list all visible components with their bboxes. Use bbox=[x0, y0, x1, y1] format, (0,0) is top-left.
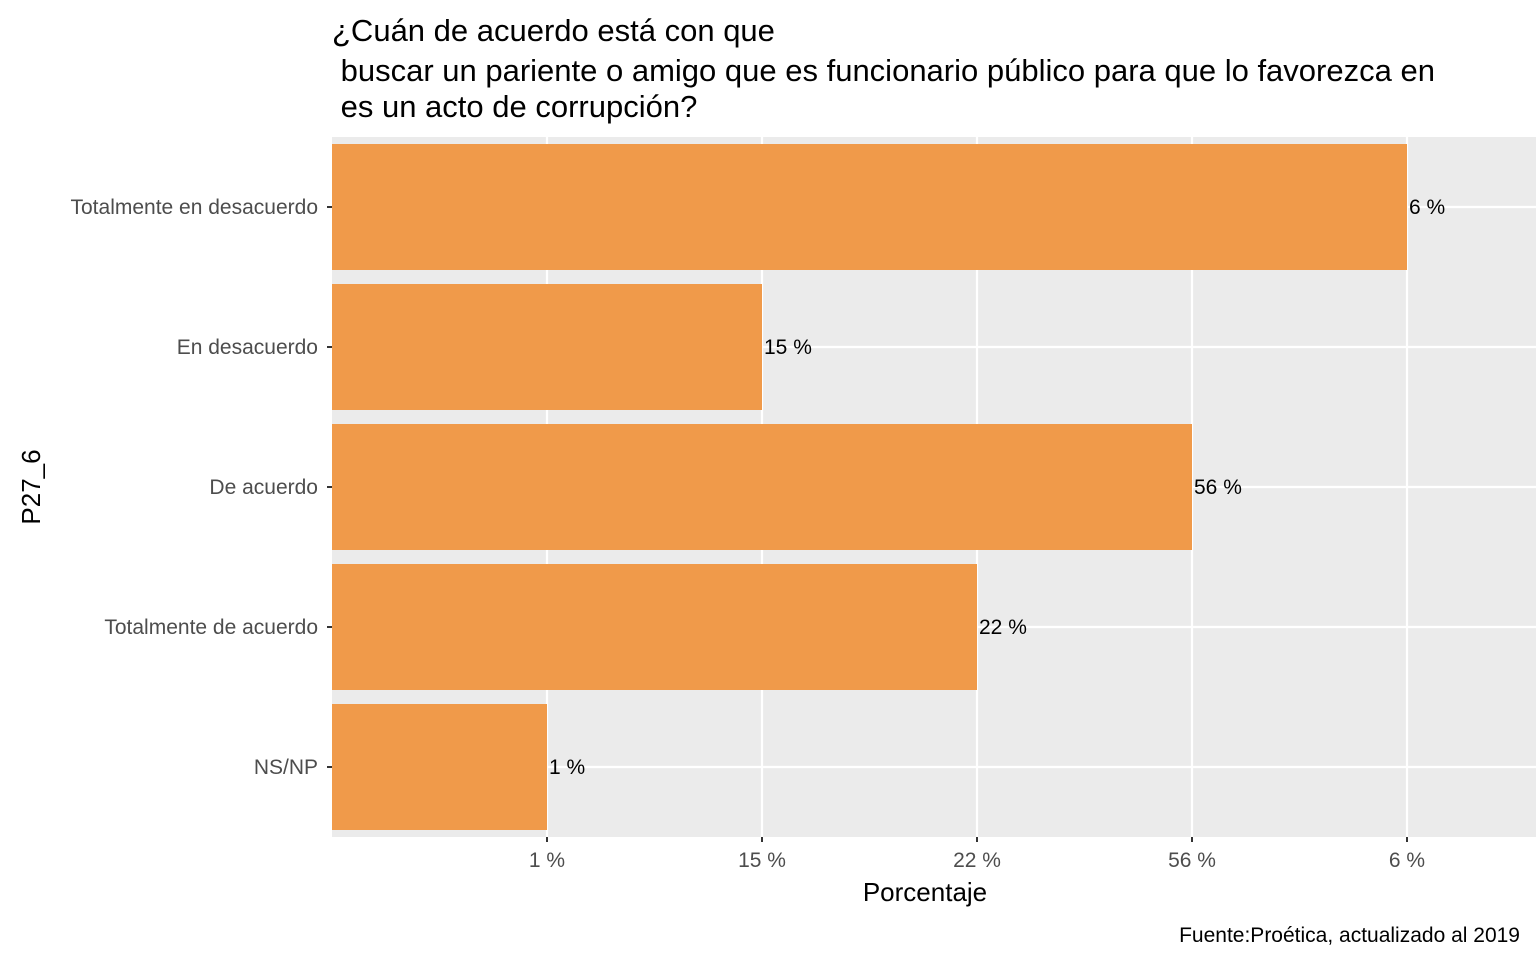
y-tick-label-2: En desacuerdo bbox=[177, 336, 318, 359]
chart-title: ¿Cuán de acuerdo está con que buscar un … bbox=[332, 13, 1435, 124]
chart-title-line-2: buscar un pariente o amigo que es funcio… bbox=[332, 53, 1435, 88]
data-label-1: 6 % bbox=[1409, 196, 1445, 219]
bars bbox=[332, 144, 1407, 830]
bar-1 bbox=[332, 144, 1407, 270]
x-tick-label-2: 15 % bbox=[738, 849, 786, 872]
source-caption: Fuente:Proética, actualizado al 2019 bbox=[1179, 924, 1520, 947]
y-tick-label-4: Totalmente de acuerdo bbox=[104, 616, 318, 639]
y-tick-label-5: NS/NP bbox=[254, 756, 318, 779]
bar-4 bbox=[332, 564, 977, 690]
x-tick-label-3: 22 % bbox=[953, 849, 1001, 872]
bar-3 bbox=[332, 424, 1192, 550]
y-tick-label-3: De acuerdo bbox=[209, 476, 318, 499]
y-axis-title: P27_6 bbox=[16, 449, 46, 524]
x-axis-title: Porcentaje bbox=[863, 877, 987, 907]
bar-5 bbox=[332, 704, 547, 830]
x-tick-label-1: 1 % bbox=[529, 849, 565, 872]
data-labels: 6 % 15 % 56 % 22 % 1 % bbox=[549, 196, 1445, 779]
y-tick-label-1: Totalmente en desacuerdo bbox=[71, 196, 319, 219]
data-label-5: 1 % bbox=[549, 756, 585, 779]
chart-title-line-1: ¿Cuán de acuerdo está con que bbox=[332, 13, 775, 48]
data-label-2: 15 % bbox=[764, 336, 812, 359]
x-axis: 1 % 15 % 22 % 56 % 6 % bbox=[529, 837, 1425, 872]
bar-2 bbox=[332, 284, 762, 410]
y-axis: Totalmente en desacuerdo En desacuerdo De … bbox=[71, 196, 332, 779]
x-tick-label-5: 6 % bbox=[1389, 849, 1425, 872]
x-tick-label-4: 56 % bbox=[1168, 849, 1216, 872]
chart-title-line-3: es un acto de corrupción? bbox=[332, 89, 697, 124]
data-label-3: 56 % bbox=[1194, 476, 1242, 499]
data-label-4: 22 % bbox=[979, 616, 1027, 639]
